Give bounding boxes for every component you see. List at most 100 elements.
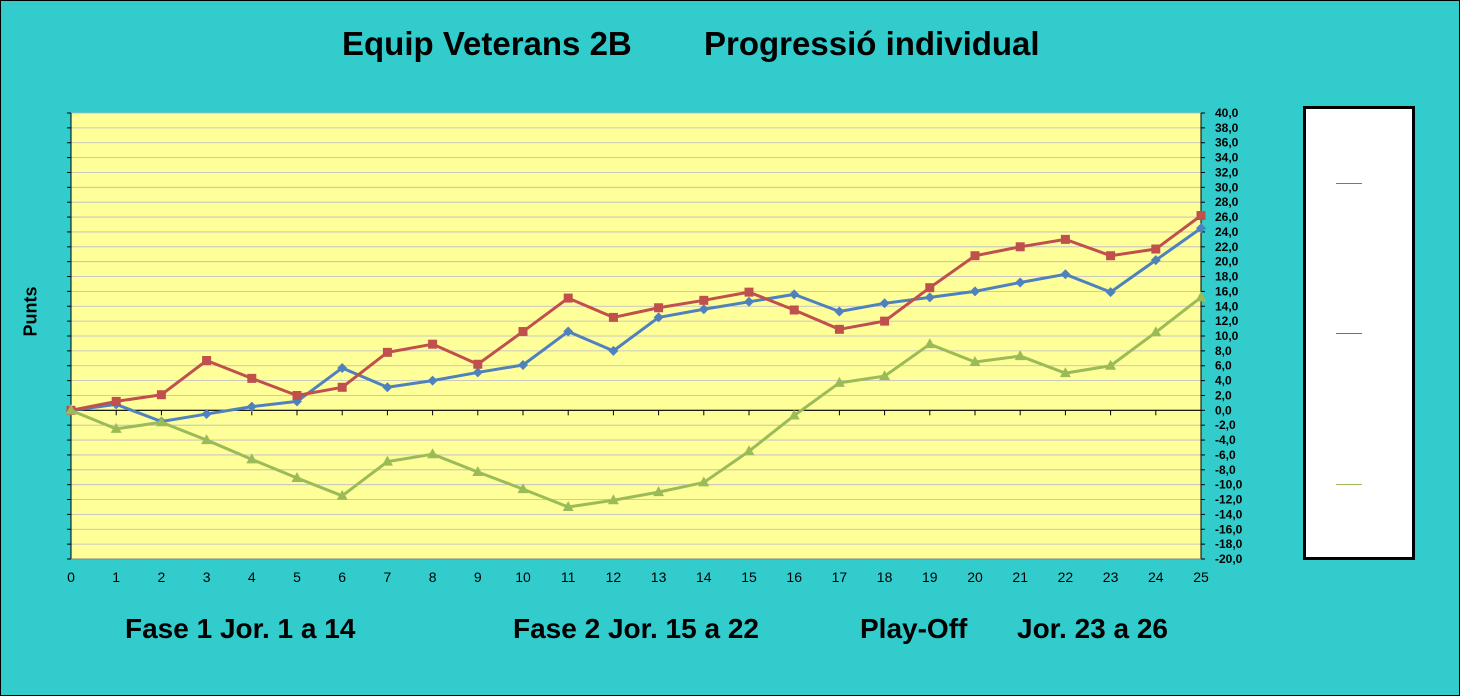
data-point [743, 445, 755, 456]
y-tick-label: -16,0 [1215, 522, 1243, 536]
data-point [155, 416, 167, 427]
data-point [1059, 367, 1071, 378]
y-tick-label: 0,0 [1215, 403, 1232, 417]
series-line [70, 296, 1202, 509]
chart-title-subtitle: Progressió individual [704, 25, 1040, 62]
y-tick-label: 14,0 [1215, 299, 1239, 313]
y-tick-label: 28,0 [1215, 195, 1239, 209]
x-tick-label: 24 [1148, 569, 1164, 585]
y-tick-label: 20,0 [1215, 255, 1239, 269]
legend-entry-3 [1336, 482, 1396, 488]
y-tick-label: -12,0 [1215, 493, 1243, 507]
legend-swatch [1336, 333, 1362, 334]
legend-swatch [1336, 484, 1362, 485]
data-point [1195, 291, 1207, 302]
data-point [1150, 255, 1161, 266]
footer-playoff-range: Jor. 23 a 26 [1017, 613, 1169, 644]
x-tick-label: 16 [786, 569, 802, 585]
data-point [517, 483, 529, 494]
y-tick-label: 26,0 [1215, 210, 1239, 224]
data-point [473, 359, 483, 369]
data-point [563, 293, 573, 303]
footer-playoff: Play-Off [860, 613, 968, 644]
x-tick-label: 4 [248, 569, 256, 585]
data-point [608, 312, 618, 322]
y-tick-label: 4,0 [1215, 374, 1232, 388]
y-tick-label: -18,0 [1215, 537, 1243, 551]
data-point [1151, 244, 1161, 254]
x-tick-label: 17 [832, 569, 848, 585]
data-point [1150, 326, 1162, 337]
data-point [472, 466, 484, 477]
data-point [563, 326, 574, 337]
data-point [1015, 242, 1025, 252]
x-tick-label: 9 [474, 569, 482, 585]
x-tick-label: 23 [1103, 569, 1119, 585]
y-tick-label: 34,0 [1215, 151, 1239, 165]
y-tick-label: 30,0 [1215, 180, 1239, 194]
y-tick-label: -10,0 [1215, 478, 1243, 492]
data-point [292, 390, 302, 400]
data-point [789, 289, 800, 300]
data-point [201, 409, 212, 420]
data-point [1105, 287, 1116, 298]
data-point [246, 453, 258, 464]
y-tick-label: 12,0 [1215, 314, 1239, 328]
data-point [1060, 269, 1071, 280]
data-point [427, 375, 438, 386]
data-point [879, 370, 891, 381]
x-tick-label: 22 [1058, 569, 1074, 585]
data-point [1196, 211, 1206, 221]
data-point [1014, 350, 1026, 361]
series-line [70, 226, 1202, 423]
x-tick-label: 8 [429, 569, 437, 585]
chart-legend [1303, 106, 1415, 560]
data-point [654, 303, 664, 313]
data-point [202, 356, 212, 366]
data-point [427, 448, 439, 459]
data-point [879, 298, 890, 309]
y-tick-label: -14,0 [1215, 507, 1243, 521]
series-line [70, 214, 1202, 412]
x-tick-label: 2 [158, 569, 166, 585]
data-point [653, 312, 664, 323]
x-tick-label: 14 [696, 569, 712, 585]
data-point [607, 494, 619, 505]
y-tick-label: 18,0 [1215, 270, 1239, 284]
x-tick-label: 18 [877, 569, 893, 585]
data-point [698, 476, 710, 487]
y-tick-label: 38,0 [1215, 121, 1239, 135]
x-tick-label: 0 [67, 569, 75, 585]
data-point [834, 324, 844, 334]
y-tick-label: 24,0 [1215, 225, 1239, 239]
y-tick-label: 2,0 [1215, 388, 1232, 402]
y-tick-label: 40,0 [1215, 106, 1239, 120]
x-tick-label: 10 [515, 569, 531, 585]
data-point [337, 382, 347, 392]
legend-entry-1 [1336, 181, 1396, 187]
data-point [518, 359, 528, 370]
data-point [156, 390, 166, 400]
data-point [744, 287, 754, 297]
data-point [1196, 223, 1206, 234]
y-tick-label: -8,0 [1215, 463, 1236, 477]
data-point [1015, 277, 1026, 288]
x-tick-label: 12 [606, 569, 622, 585]
chart-title-team: Equip Veterans 2B [342, 25, 632, 62]
data-point [381, 455, 393, 466]
data-point [291, 471, 303, 482]
data-point [428, 339, 438, 349]
data-point [969, 356, 981, 367]
data-point [562, 500, 574, 511]
x-tick-label: 5 [293, 569, 301, 585]
data-point [653, 486, 665, 497]
data-point [382, 382, 393, 393]
x-tick-label: 7 [384, 569, 392, 585]
data-point [1060, 234, 1070, 244]
x-tick-label: 15 [741, 569, 757, 585]
data-point [472, 367, 483, 378]
x-tick-label: 20 [967, 569, 983, 585]
data-point [924, 292, 935, 303]
y-tick-label: -6,0 [1215, 448, 1236, 462]
data-point [970, 251, 980, 261]
